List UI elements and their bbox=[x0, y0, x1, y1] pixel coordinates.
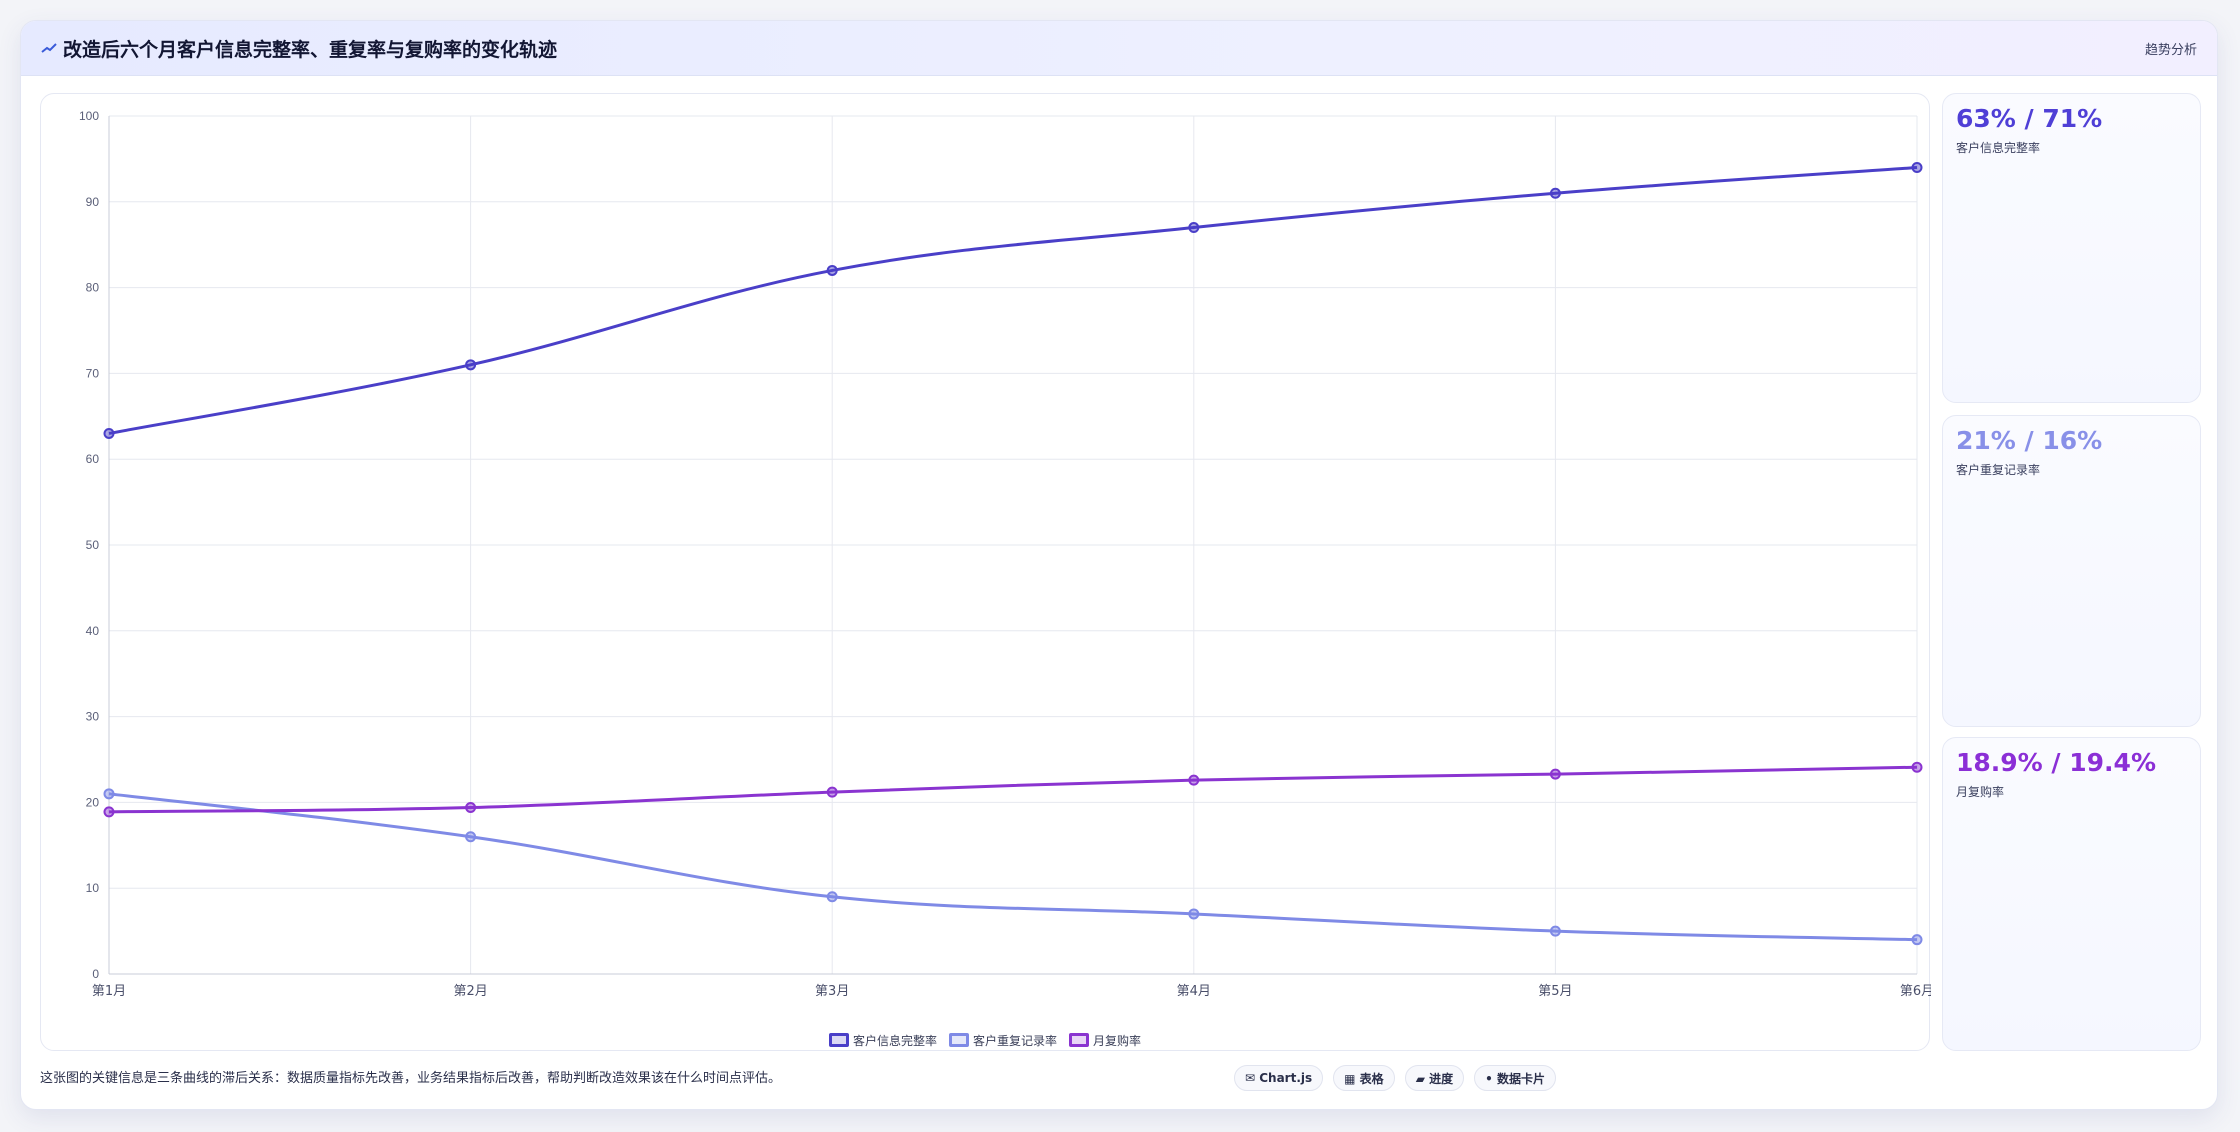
chart-panel: 0 10 20 30 40 50 60 70 80 90 100 第1月 第2月 第3月 第4月 第5月 第6月… bbox=[40, 93, 1931, 1051]
data-point bbox=[103, 806, 115, 818]
y-tick-label: 30 bbox=[86, 710, 100, 724]
stat-card-repurchase: 18.9% / 19.4% 月复购率 bbox=[1942, 737, 2201, 1051]
stat-label: 客户信息完整率 bbox=[1956, 141, 2041, 155]
data-point bbox=[465, 359, 477, 371]
x-tick-label: 第3月 bbox=[815, 984, 849, 999]
x-tick-label: 第6月 bbox=[1900, 984, 1931, 999]
data-point bbox=[1911, 161, 1923, 173]
legend-label: 客户重复记录率 bbox=[972, 1033, 1057, 1048]
data-point bbox=[103, 788, 115, 800]
data-point bbox=[826, 786, 838, 798]
data-point bbox=[103, 427, 115, 439]
legend-item-2[interactable]: 月复购率 bbox=[1069, 1032, 1141, 1049]
stat-value: 18.9% / 19.4% bbox=[1956, 748, 2156, 777]
chart-legend: 客户信息完整率 客户重复记录率 月复购率 bbox=[41, 1030, 1929, 1050]
stat-label: 客户重复记录率 bbox=[1956, 463, 2041, 477]
chip-data-card[interactable]: • 数据卡片 bbox=[1474, 1065, 1556, 1091]
data-point bbox=[1549, 925, 1561, 937]
legend-label: 月复购率 bbox=[1093, 1033, 1142, 1048]
trend-analysis-tag[interactable]: 趋势分析 bbox=[2144, 43, 2197, 58]
data-point bbox=[1549, 768, 1561, 780]
y-tick-label: 90 bbox=[86, 195, 100, 209]
feature-chips: ✉ Chart.js ▦ 表格 ▰ 进度 • 数据卡片 bbox=[1234, 1065, 1556, 1091]
data-point bbox=[1911, 761, 1923, 773]
stat-card-duplicate: 21% / 16% 客户重复记录率 bbox=[1942, 415, 2201, 727]
footer-note: 这张图的关键信息是三条曲线的滞后关系：数据质量指标先改善，业务结果指标后改善，帮… bbox=[40, 1071, 782, 1086]
legend-label: 客户信息完整率 bbox=[852, 1033, 937, 1048]
stat-label: 月复购率 bbox=[1956, 785, 2005, 799]
y-tick-label: 50 bbox=[86, 538, 100, 552]
data-point bbox=[465, 802, 477, 814]
x-tick-label: 第2月 bbox=[453, 984, 487, 999]
y-tick-label: 40 bbox=[86, 624, 100, 638]
legend-swatch bbox=[1069, 1033, 1089, 1047]
y-tick-label: 10 bbox=[86, 881, 100, 895]
data-point bbox=[1549, 187, 1561, 199]
data-point bbox=[826, 891, 838, 903]
stat-card-completeness: 63% / 71% 客户信息完整率 bbox=[1942, 93, 2201, 403]
data-point bbox=[1188, 222, 1200, 234]
x-tick-label: 第4月 bbox=[1177, 984, 1211, 999]
chart-title: 改造后六个月客户信息完整率、重复率与复购率的变化轨迹 bbox=[63, 39, 558, 61]
chip-progress[interactable]: ▰ 进度 bbox=[1404, 1065, 1465, 1091]
card-header: 改造后六个月客户信息完整率、重复率与复购率的变化轨迹 趋势分析 bbox=[21, 21, 2217, 76]
legend-item-0[interactable]: 客户信息完整率 bbox=[828, 1032, 937, 1049]
x-tick-label: 第1月 bbox=[92, 984, 126, 999]
trend-line-icon bbox=[41, 43, 57, 53]
y-tick-label: 60 bbox=[86, 452, 100, 466]
y-tick-label: 70 bbox=[86, 366, 100, 380]
data-point bbox=[465, 831, 477, 843]
legend-swatch bbox=[828, 1033, 849, 1047]
series-line-2 bbox=[108, 765, 1918, 814]
stat-value: 63% / 71% bbox=[1956, 104, 2103, 133]
dashboard-card: 改造后六个月客户信息完整率、重复率与复购率的变化轨迹 趋势分析 0 10 20 30 4… bbox=[20, 20, 2218, 1110]
data-point bbox=[1188, 774, 1200, 786]
series-line-1 bbox=[108, 792, 1918, 942]
y-tick-label: 20 bbox=[86, 795, 100, 809]
x-tick-label: 第5月 bbox=[1538, 984, 1572, 999]
stat-value: 21% / 16% bbox=[1956, 426, 2103, 455]
legend-swatch bbox=[948, 1033, 969, 1047]
chip-chartjs[interactable]: ✉ Chart.js bbox=[1234, 1065, 1324, 1091]
data-point bbox=[826, 264, 838, 276]
y-tick-label: 100 bbox=[79, 109, 99, 123]
line-chart: 0 10 20 30 40 50 60 70 80 90 100 第1月 第2月 第3月 第4月 第5月 第6月 bbox=[79, 109, 1931, 999]
y-tick-label: 0 bbox=[92, 967, 99, 981]
chip-table[interactable]: ▦ 表格 bbox=[1333, 1065, 1395, 1091]
y-tick-label: 80 bbox=[86, 281, 100, 295]
data-point bbox=[1911, 934, 1923, 946]
data-point bbox=[1188, 908, 1200, 920]
series-line-0 bbox=[108, 165, 1918, 435]
legend-item-1[interactable]: 客户重复记录率 bbox=[948, 1032, 1057, 1049]
